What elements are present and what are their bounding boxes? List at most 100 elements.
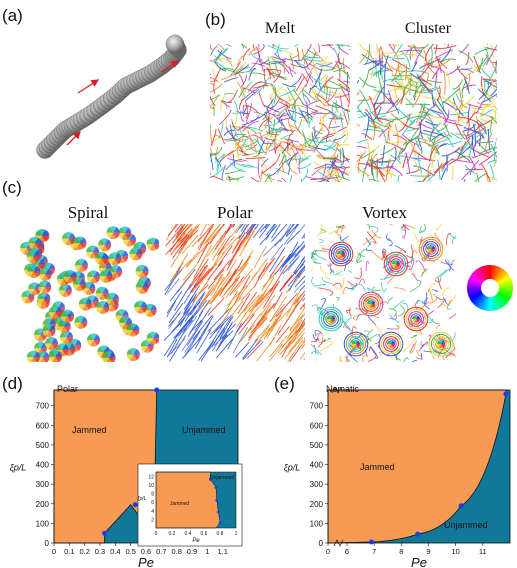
texture-stroke [489, 164, 494, 181]
texture-stroke [385, 123, 403, 137]
spiral-disc-sector [104, 239, 112, 245]
spiral-disc-sector [126, 239, 133, 247]
spiral-disc-sector [35, 229, 42, 236]
texture-stroke [471, 134, 476, 157]
texture-stroke [225, 44, 232, 48]
spiral-disc-sector [113, 227, 120, 233]
polar-filament [264, 224, 269, 229]
vortex-stroke [423, 297, 430, 310]
x-tick-label: 1.1 [217, 547, 227, 556]
polar-filament [247, 322, 262, 341]
texture-stroke [415, 138, 422, 151]
texture-stroke [273, 85, 277, 105]
texture-stroke [233, 64, 249, 75]
inset-x-tick-label: 1 [235, 531, 238, 537]
texture-stroke [304, 66, 314, 83]
vortex-ring [390, 258, 402, 270]
polar-filament [270, 243, 284, 261]
polar-filament [173, 315, 194, 339]
texture-stroke [329, 91, 347, 98]
spiral-disc-sector [86, 339, 94, 346]
texture-stroke [414, 50, 423, 65]
texture-stroke [466, 111, 476, 124]
spiral-disc-sector [57, 320, 65, 327]
polar-filament [228, 296, 242, 311]
spiral-disc-sector [58, 290, 66, 296]
polar-filament [170, 241, 188, 268]
spiral-disc-sector [51, 337, 58, 344]
x-tick-label: 0.1 [64, 547, 74, 556]
polar-filament [259, 224, 268, 233]
polar-filament [239, 224, 256, 244]
spiral-disc-sector [78, 304, 86, 310]
polar-filament [262, 280, 280, 309]
texture-stroke [318, 122, 330, 133]
texture-stroke [253, 125, 268, 135]
vortex-core [356, 340, 360, 344]
spiral-disc-sector [90, 339, 97, 347]
texture-stroke [418, 111, 433, 117]
texture-stroke [478, 151, 497, 166]
spiral-disc-sector [52, 350, 59, 357]
y-tick-label: 0 [45, 539, 50, 548]
spiral-disc-sector [105, 262, 112, 269]
texture-stroke [488, 61, 497, 81]
vortex-stroke [398, 325, 404, 337]
texture-stroke [267, 135, 277, 151]
texture-stroke [217, 128, 226, 145]
texture-stroke [345, 71, 349, 91]
vortex-stroke [386, 324, 400, 330]
texture-stroke [430, 114, 446, 119]
texture-stroke [490, 116, 493, 135]
polar-filament [287, 266, 305, 287]
texture-stroke [358, 163, 379, 170]
polar-filament [240, 286, 255, 302]
vortex-stroke [385, 234, 391, 242]
texture-stroke [284, 98, 296, 103]
vortex-stroke [403, 357, 409, 362]
spiral-disc-sector [42, 351, 50, 358]
spiral-disc-sector [38, 268, 46, 275]
spiral-disc-sector [43, 293, 51, 299]
spiral-disc-sector [76, 243, 84, 250]
texture-stroke [407, 44, 425, 49]
vortex-stroke [409, 340, 417, 354]
texture-stroke [386, 123, 392, 143]
texture-stroke [297, 147, 316, 151]
spiral-disc-sector [142, 265, 149, 272]
texture-stroke [337, 52, 342, 65]
spiral-disc-sector [102, 301, 110, 308]
texture-stroke [449, 111, 470, 116]
spiral-disc-sector [78, 272, 85, 278]
texture-stroke [418, 44, 430, 53]
texture-stroke [390, 113, 409, 129]
texture-stroke [482, 78, 497, 89]
texture-stroke [369, 110, 380, 122]
polar-filament [252, 316, 268, 332]
texture-stroke [436, 85, 441, 102]
texture-stroke [321, 110, 331, 119]
texture-stroke [270, 130, 282, 134]
polar-filament [208, 281, 231, 305]
vortex-ring [380, 333, 402, 355]
texture-stroke [357, 97, 366, 109]
spiral-disc-sector [101, 258, 109, 264]
texture-stroke [218, 109, 232, 126]
texture-stroke [472, 150, 492, 159]
texture-stroke [323, 144, 337, 151]
texture-stroke [402, 120, 416, 135]
texture-stroke [435, 143, 449, 150]
vortex-stroke [408, 259, 415, 271]
texture-stroke [334, 170, 350, 173]
spiral-disc-sector [98, 244, 105, 251]
spiral-disc-sector [39, 351, 47, 358]
vortex-stroke [420, 268, 429, 278]
texture-stroke [389, 141, 409, 145]
spiral-disc-sector [52, 312, 59, 319]
texture-stroke [319, 115, 324, 133]
spiral-disc-sector [38, 259, 45, 265]
vortex-stroke [333, 270, 342, 276]
texture-stroke [244, 105, 260, 114]
texture-stroke [249, 111, 267, 122]
vortex-core [367, 300, 371, 304]
